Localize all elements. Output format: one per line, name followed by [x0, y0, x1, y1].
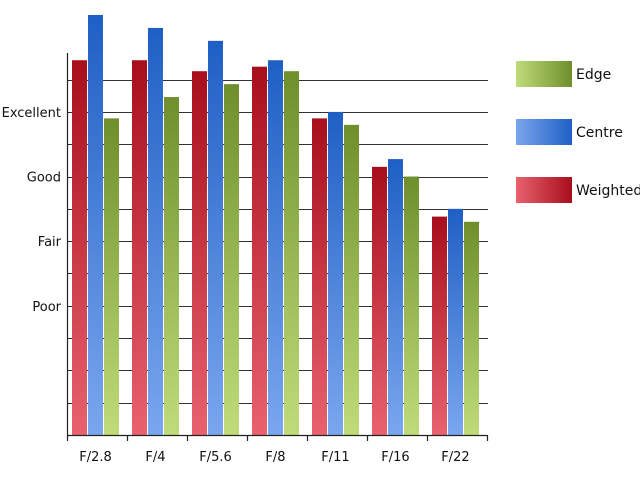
y-tick-label-good: Good — [27, 171, 61, 186]
bar-weighted-f-11 — [312, 118, 327, 435]
legend: Edge Centre Weighted — [516, 61, 640, 203]
bar-centre-f-22 — [448, 208, 463, 435]
x-tick-label-f-11: F/11 — [321, 450, 349, 465]
x-tick-label-f-22: F/22 — [441, 450, 469, 465]
y-tick-label-poor: Poor — [32, 300, 61, 315]
bar-weighted-f-8 — [252, 66, 267, 435]
x-tick-label-f-5-6: F/5.6 — [199, 450, 232, 465]
bar-centre-f-11 — [328, 111, 343, 435]
bar-centre-f-2-8 — [88, 15, 103, 435]
bar-weighted-f-2-8 — [72, 60, 87, 435]
x-tick-labels: F/2.8 F/4 F/5.6 F/8 F/11 F/16 F/22 — [79, 450, 469, 465]
bar-weighted-f-5-6 — [192, 71, 207, 435]
bar-centre-f-5-6 — [208, 40, 223, 435]
bar-centre-f-16 — [388, 159, 403, 436]
y-tick-label-excellent: Excellent — [2, 106, 61, 121]
bars — [72, 15, 479, 436]
bar-weighted-f-4 — [132, 60, 147, 435]
legend-label-centre: Centre — [576, 125, 623, 141]
bar-weighted-f-16 — [372, 166, 387, 435]
bar-edge-f-16 — [404, 176, 419, 436]
legend-item-weighted: Weighted — [516, 177, 640, 203]
bar-edge-f-11 — [344, 124, 359, 435]
legend-label-edge: Edge — [576, 67, 611, 83]
x-tick-label-f-2-8: F/2.8 — [79, 450, 112, 465]
y-tick-labels: Poor Fair Good Excellent — [2, 106, 62, 315]
bar-weighted-f-22 — [432, 216, 447, 435]
bar-centre-f-8 — [268, 60, 283, 435]
bar-centre-f-4 — [148, 27, 163, 436]
legend-item-centre: Centre — [516, 119, 623, 145]
x-tick-label-f-8: F/8 — [265, 450, 285, 465]
bar-edge-f-5-6 — [224, 84, 239, 435]
legend-swatch-centre — [516, 119, 572, 145]
legend-swatch-edge — [516, 61, 572, 87]
legend-item-edge: Edge — [516, 61, 611, 87]
bar-edge-f-8 — [284, 71, 299, 435]
axes — [66, 53, 489, 441]
x-tick-label-f-4: F/4 — [145, 450, 165, 465]
bar-edge-f-2-8 — [104, 118, 119, 435]
bar-edge-f-22 — [464, 221, 479, 435]
legend-label-weighted: Weighted — [576, 183, 640, 199]
x-tick-label-f-16: F/16 — [381, 450, 409, 465]
bar-edge-f-4 — [164, 97, 179, 436]
legend-swatch-weighted — [516, 177, 572, 203]
y-tick-label-fair: Fair — [38, 235, 62, 250]
